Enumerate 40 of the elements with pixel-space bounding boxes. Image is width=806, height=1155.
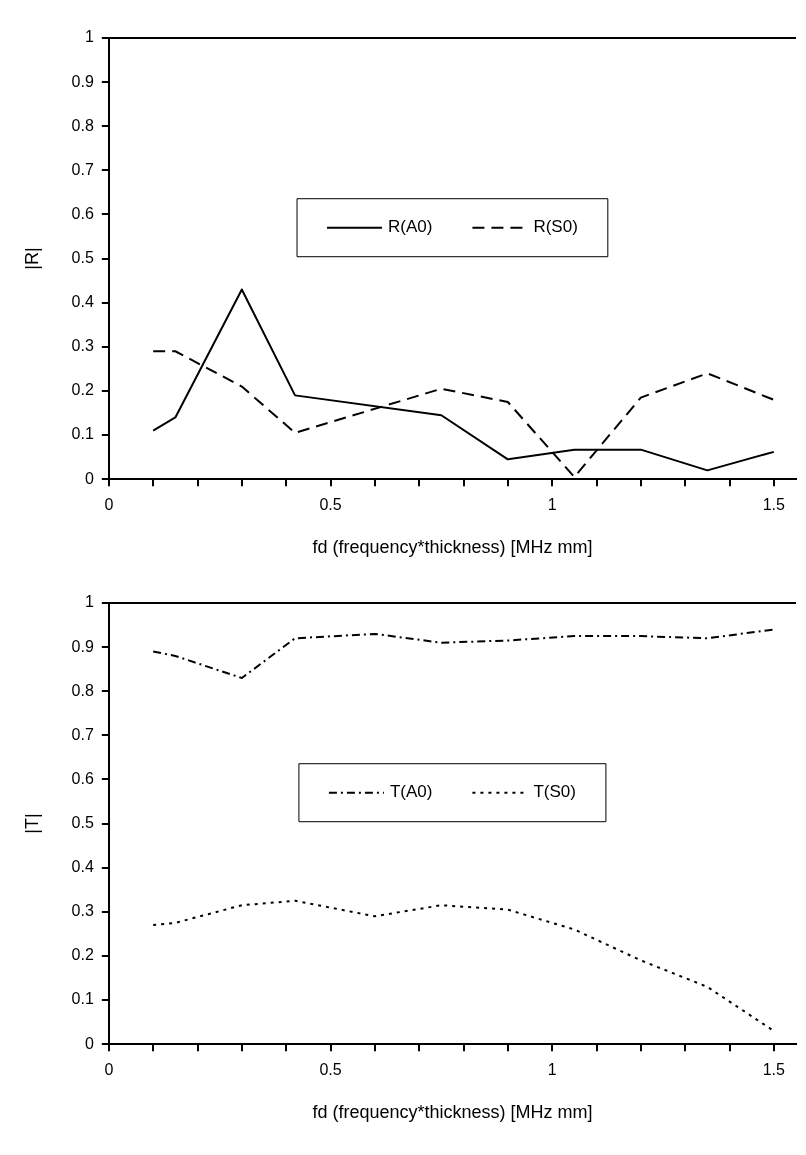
x-tick-label: 1 <box>547 1061 557 1079</box>
y-tick-label: 0.9 <box>71 72 94 90</box>
y-tick-label: 0.8 <box>71 116 94 134</box>
y-tick-label: 1 <box>84 28 94 46</box>
line-series <box>152 899 775 1032</box>
x-tick-label: 0.5 <box>319 496 342 514</box>
y-tick-label: 1 <box>84 593 94 611</box>
x-tick-label: 1 <box>547 496 557 514</box>
y-tick-label: 0.3 <box>71 902 94 920</box>
y-tick-label: 0.8 <box>71 681 94 699</box>
line-series <box>152 628 775 679</box>
x-tick-label: 0 <box>104 1061 114 1079</box>
y-tick-label: 0.4 <box>71 293 94 311</box>
legend-label: R(S0) <box>533 217 578 237</box>
x-axis-title: fd (frequency*thickness) [MHz mm] <box>312 1102 593 1123</box>
y-tick-label: 0.9 <box>71 637 94 655</box>
y-tick-label: 0.4 <box>71 858 94 876</box>
y-tick-label: 0.1 <box>71 425 94 443</box>
y-tick-label: 0.5 <box>71 814 94 832</box>
x-axis-title: fd (frequency*thickness) [MHz mm] <box>312 537 593 558</box>
y-axis-title: |R| <box>21 247 42 270</box>
y-tick-label: 0.7 <box>71 160 94 178</box>
y-tick-label: 0.3 <box>71 337 94 355</box>
y-tick-label: 0.7 <box>71 725 94 743</box>
y-tick-label: 0 <box>84 469 94 487</box>
y-tick-label: 0.2 <box>71 946 94 964</box>
legend-label: T(S0) <box>533 782 576 802</box>
y-tick-label: 0.5 <box>71 249 94 267</box>
x-tick-label: 0 <box>104 496 114 514</box>
y-tick-label: 0.1 <box>71 990 94 1008</box>
y-tick-label: 0.6 <box>71 769 94 787</box>
y-tick-label: 0.2 <box>71 381 94 399</box>
legend-label: T(A0) <box>389 782 433 802</box>
x-tick-label: 1.5 <box>762 496 786 514</box>
legend-label: R(A0) <box>388 217 433 237</box>
y-axis-title: |T| <box>21 813 42 834</box>
x-tick-label: 0.5 <box>319 1061 342 1079</box>
y-tick-label: 0.6 <box>71 204 94 222</box>
x-tick-label: 1.5 <box>762 1061 786 1079</box>
y-tick-label: 0 <box>84 1034 94 1052</box>
